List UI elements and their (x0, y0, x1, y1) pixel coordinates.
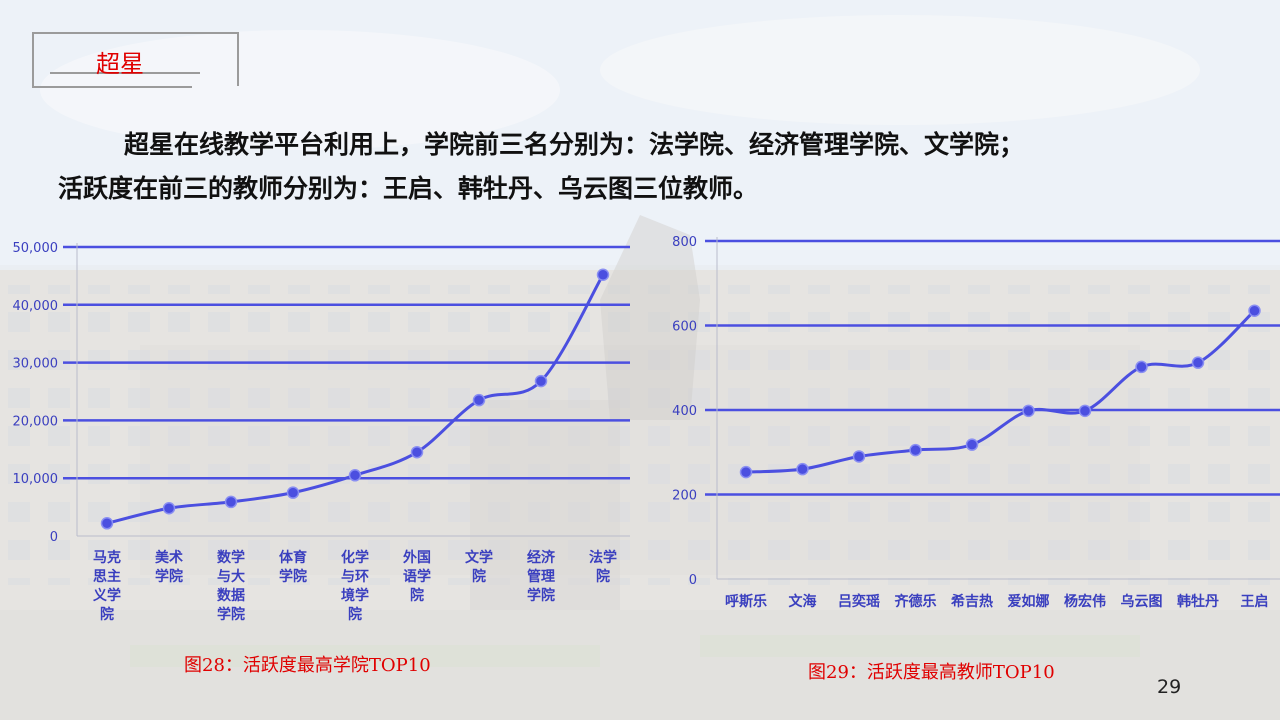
teacher-data-point (852, 450, 866, 463)
teacher-data-point (965, 438, 979, 451)
teacher-category-label: 杨宏伟 (1064, 593, 1106, 610)
college-data-point (162, 502, 176, 515)
college-data-point (472, 393, 486, 407)
college-category-label: 外国语学院 (403, 549, 431, 604)
college-category-label: 化学与环境学院 (341, 549, 369, 623)
teacher-y-tick-label: 600 (672, 320, 697, 335)
college-category-label: 文学院 (465, 549, 493, 585)
teacher-y-tick-label: 0 (689, 573, 697, 588)
college-data-point (410, 445, 424, 459)
teacher-category-label: 呼斯乐 (725, 593, 767, 610)
college-y-tick-label: 30,000 (13, 357, 59, 372)
teacher-y-tick-label: 200 (672, 489, 697, 504)
summary-line-1: 超星在线教学平台利用上，学院前三名分别为：法学院、经济管理学院、文学院； (124, 130, 1025, 159)
summary-heading: 超星在线教学平台利用上，学院前三名分别为：法学院、经济管理学院、文学院； 活跃度… (58, 123, 1273, 211)
page-number: 29 (1157, 676, 1182, 698)
section-tag: 超星 (96, 50, 144, 78)
teacher-category-label: 希吉热 (951, 593, 993, 610)
college-category-label: 法学院 (589, 549, 617, 585)
teacher-y-tick-label: 400 (672, 404, 697, 419)
college-category-label: 美术学院 (155, 549, 183, 585)
teacher-activity-chart: 0 200 400 600 800 呼斯乐 文海 吕奕瑶 齐德乐 希吉热 爱如娜 杨宏伟 乌云图 韩牡丹 王… (672, 235, 1280, 610)
college-category-label: 数学与大数据学院 (217, 549, 245, 623)
teacher-data-point (796, 462, 809, 476)
teacher-data-point (739, 465, 753, 479)
teacher-data-point (909, 443, 922, 457)
teacher-category-label: 爱如娜 (1008, 593, 1050, 610)
teacher-data-point (1191, 356, 1205, 369)
college-data-point (534, 374, 548, 388)
teacher-category-label: 文海 (789, 593, 817, 610)
summary-line-2: 活跃度在前三的教师分别为：王启、韩牡丹、乌云图三位教师。 (58, 174, 759, 203)
teacher-data-point (1135, 360, 1148, 374)
college-y-tick-label: 20,000 (13, 414, 59, 429)
teacher-category-label: 乌云图 (1121, 593, 1163, 610)
college-y-tick-label: 40,000 (13, 299, 59, 314)
college-data-point (224, 495, 238, 509)
teacher-y-tick-label: 800 (672, 235, 697, 250)
college-data-point (286, 486, 300, 499)
teacher-data-point (1248, 304, 1261, 317)
caption-right: 图29：活跃度最高教师TOP10 (808, 662, 1055, 683)
teacher-series-line (745, 309, 1256, 474)
college-data-point (100, 517, 114, 530)
college-category-label: 体育学院 (279, 549, 307, 585)
college-series-line (106, 273, 605, 525)
teacher-category-label: 齐德乐 (895, 593, 937, 610)
college-category-label: 经济管理学院 (527, 549, 556, 604)
caption-left: 图28：活跃度最高学院TOP10 (184, 655, 431, 676)
teacher-category-label: 王启 (1241, 593, 1269, 610)
college-y-tick-label: 50,000 (13, 241, 59, 256)
teacher-category-label: 吕奕瑶 (838, 593, 880, 610)
section-tag-frame (32, 32, 239, 88)
college-activity-chart: 0 10,000 20,000 30,000 40,000 50,000 马克思主义学院 美术… (13, 241, 630, 623)
college-y-tick-label: 10,000 (13, 472, 59, 487)
college-category-label: 马克思主义学院 (93, 549, 121, 623)
college-y-tick-label: 0 (50, 530, 58, 545)
teacher-category-label: 韩牡丹 (1177, 593, 1219, 610)
college-data-point (348, 469, 362, 482)
teacher-data-point (1078, 404, 1092, 418)
college-data-point (596, 268, 610, 281)
teacher-data-point (1022, 404, 1035, 418)
